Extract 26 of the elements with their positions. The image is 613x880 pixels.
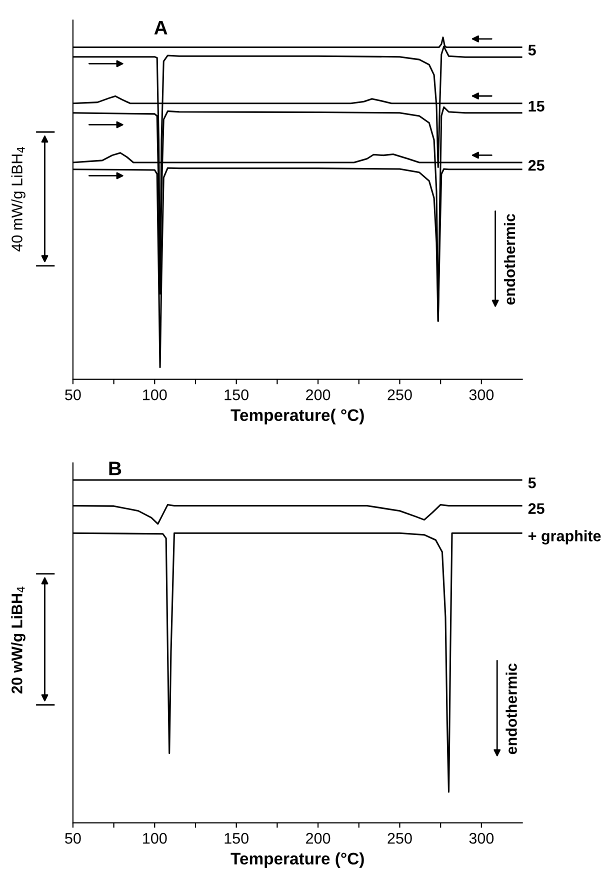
text: 40 mW/g LiBH$_{4}$ <box>11 146 26 252</box>
annotation: endothermic <box>504 214 516 305</box>
x-axis-title: Temperature( °C) <box>230 408 364 424</box>
x-tick-label: 100 <box>143 832 167 844</box>
text: 20 wW/g LiBH$_{4}$ <box>11 586 26 694</box>
x-tick-label: 250 <box>388 832 412 844</box>
x-tick-label: 300 <box>469 832 494 844</box>
x-tick-label: 300 <box>469 389 494 400</box>
x-tick-label: 50 <box>65 832 81 844</box>
series-label: 5 <box>528 478 536 488</box>
text: B <box>109 462 122 476</box>
text: A <box>154 20 168 34</box>
series-label: 25 <box>528 503 544 514</box>
x-tick-label: 50 <box>65 389 81 400</box>
series-label: 15 <box>528 100 544 112</box>
series-label: + graphite <box>528 530 601 544</box>
x-tick-label: 250 <box>388 389 412 400</box>
x-tick-label: 100 <box>143 389 167 400</box>
x-tick-label: 200 <box>306 832 330 844</box>
x-axis-title: Temperature (°C) <box>230 852 364 868</box>
series-label: 25 <box>528 160 544 171</box>
x-tick-label: 150 <box>224 389 248 400</box>
series-label: 5 <box>528 44 536 56</box>
annotation: endothermic <box>506 663 517 754</box>
x-tick-label: 200 <box>306 389 330 400</box>
x-tick-label: 150 <box>224 832 248 844</box>
